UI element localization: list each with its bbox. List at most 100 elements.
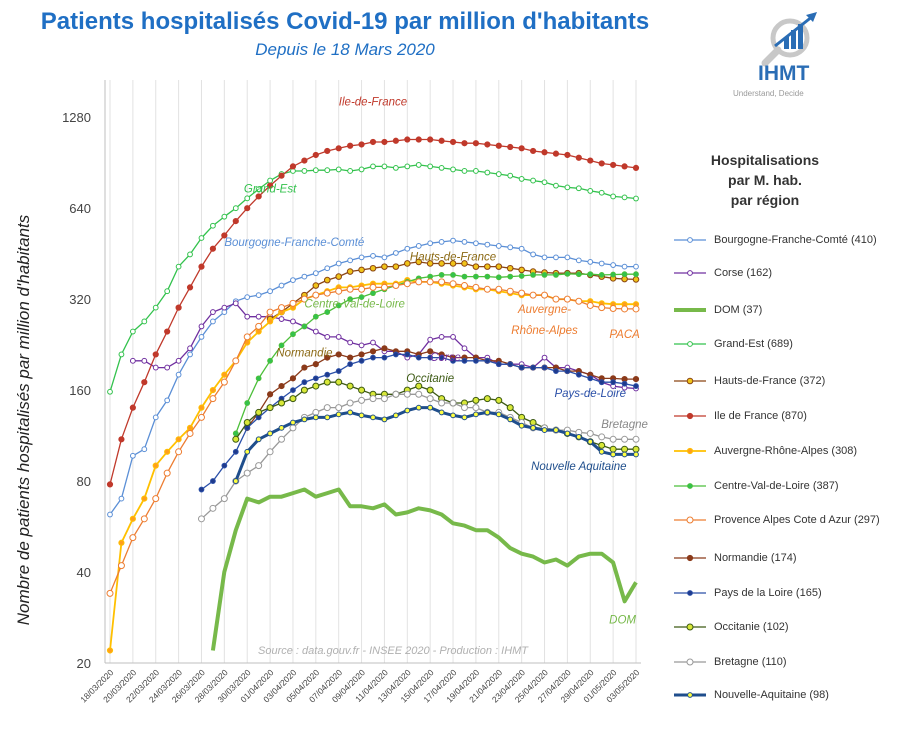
- data-point: [117, 562, 125, 570]
- series-annotation: Auvergne-: [517, 304, 571, 316]
- legend-swatch: [674, 237, 706, 243]
- data-point: [632, 445, 640, 453]
- data-point: [369, 283, 377, 291]
- chart-title: Patients hospitalisés Covid-19 par milli…: [40, 8, 650, 35]
- data-point: [598, 379, 605, 386]
- data-point: [392, 250, 399, 256]
- data-point: [449, 280, 457, 288]
- data-point: [563, 295, 571, 303]
- data-point: [404, 163, 411, 170]
- data-point: [438, 334, 445, 340]
- data-point: [267, 430, 273, 437]
- data-point: [518, 245, 525, 252]
- data-point: [255, 462, 263, 470]
- data-point: [484, 169, 491, 176]
- data-point: [244, 424, 251, 431]
- legend-label: Nouvelle-Aquitaine (98): [714, 689, 829, 701]
- data-point: [575, 185, 582, 192]
- data-point: [197, 515, 205, 523]
- legend-swatch: [674, 658, 706, 666]
- data-point: [460, 282, 468, 290]
- data-point: [449, 399, 457, 407]
- data-point: [621, 445, 629, 453]
- data-point: [427, 348, 434, 355]
- data-point: [381, 138, 388, 146]
- series-annotation: Nouvelle Aquitaine: [531, 461, 626, 473]
- data-point: [347, 339, 354, 346]
- data-point: [347, 296, 354, 303]
- data-point: [518, 266, 525, 274]
- legend-label: Provence Alpes Cote d Azur (297): [714, 514, 880, 526]
- data-point: [495, 142, 502, 149]
- legend-item: Normandie (174): [672, 550, 894, 584]
- data-point: [530, 364, 536, 371]
- data-point: [392, 137, 399, 144]
- data-point: [598, 189, 605, 196]
- data-point: [610, 161, 617, 169]
- data-point: [106, 647, 114, 654]
- data-point: [621, 194, 628, 201]
- data-point: [140, 515, 148, 523]
- data-point: [621, 263, 628, 270]
- data-point: [552, 150, 560, 157]
- data-point: [472, 396, 480, 404]
- data-point: [243, 469, 251, 477]
- data-point: [450, 271, 456, 278]
- data-point: [530, 177, 536, 184]
- data-point: [530, 271, 536, 278]
- data-point: [370, 339, 376, 346]
- data-point: [484, 357, 491, 364]
- data-point: [484, 409, 491, 416]
- data-point: [267, 177, 273, 184]
- data-point: [278, 304, 286, 312]
- data-point: [312, 328, 319, 335]
- data-point: [187, 345, 193, 352]
- data-point: [438, 239, 445, 245]
- series-annotation: DOM: [609, 615, 636, 627]
- data-point: [633, 451, 639, 458]
- data-point: [210, 478, 216, 484]
- legend-title-line: Hospitalisations: [710, 152, 820, 168]
- data-point: [301, 416, 308, 423]
- data-point: [141, 446, 148, 453]
- legend-item: Bretagne (110): [672, 654, 894, 688]
- data-point: [564, 368, 571, 374]
- legend-item: Bourgogne-Franche-Comté (410): [672, 232, 894, 266]
- data-point: [335, 411, 342, 418]
- data-point: [587, 188, 594, 194]
- data-point: [186, 284, 194, 291]
- data-point: [427, 136, 434, 143]
- ihmt-logo-icon: [761, 12, 817, 67]
- legend-label: Occitanie (102): [714, 621, 789, 633]
- data-point: [347, 142, 354, 149]
- data-point: [426, 386, 434, 394]
- data-point: [244, 294, 251, 301]
- series-annotation: Bretagne: [601, 419, 648, 431]
- data-point: [163, 469, 171, 477]
- data-point: [278, 316, 285, 322]
- data-point: [392, 165, 399, 171]
- data-point: [415, 404, 422, 411]
- data-point: [404, 136, 411, 143]
- source-note: Source : data.gouv.fr - INSEE 2020 - Pro…: [258, 645, 529, 657]
- data-point: [403, 280, 411, 288]
- series-annotation: Rhône-Alpes: [511, 325, 578, 337]
- data-point: [209, 395, 217, 403]
- data-point: [186, 424, 194, 431]
- legend-swatch: [674, 623, 706, 631]
- data-point: [232, 300, 239, 307]
- data-point: [450, 357, 456, 364]
- data-point: [541, 179, 548, 186]
- data-point: [633, 383, 639, 389]
- legend-item: Grand-Est (689): [672, 336, 894, 370]
- data-point: [266, 182, 274, 189]
- data-point: [107, 511, 113, 518]
- data-point: [586, 301, 594, 309]
- data-point: [278, 172, 285, 179]
- data-point: [210, 309, 216, 315]
- data-point: [632, 276, 640, 283]
- data-point: [518, 145, 525, 152]
- data-point: [586, 429, 594, 437]
- data-point: [415, 390, 423, 398]
- chart-subtitle: Depuis le 18 Mars 2020: [255, 40, 435, 59]
